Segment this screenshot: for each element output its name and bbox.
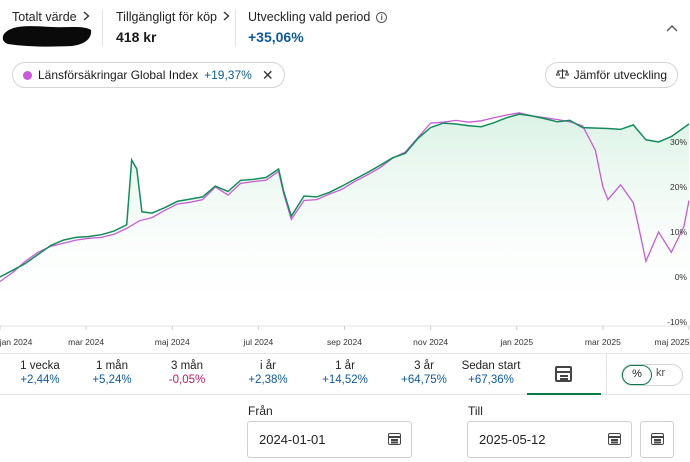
x-tick-label: maj 2024	[155, 337, 190, 347]
total-value-section[interactable]: Totalt värde	[12, 10, 90, 24]
chevron-right-icon	[83, 10, 90, 24]
unit-toggle[interactable]: % kr	[621, 364, 683, 386]
summary-header: Totalt värde Tillgängligt för köp 418 kr…	[0, 0, 690, 55]
x-tick-label: maj 2025	[655, 337, 690, 347]
available-label-text: Tillgängligt för köp	[116, 10, 217, 24]
performance-chart[interactable]: 30% 20% 10% 0% -10% jan 2024 mar 2024 maj 2024…	[0, 100, 690, 350]
chevron-right-icon	[223, 10, 230, 24]
development-label: Utveckling vald period	[248, 10, 371, 24]
from-label: Från	[248, 404, 273, 418]
available-label[interactable]: Tillgängligt för köp	[116, 10, 230, 24]
calendar-icon	[555, 366, 572, 382]
to-date-value: 2025-05-12	[479, 432, 546, 447]
to-date-field[interactable]: 2025-05-12	[467, 421, 632, 458]
calendar-icon[interactable]	[388, 433, 401, 445]
x-tick-label: jan 2024	[0, 337, 33, 347]
y-tick-label: 0%	[675, 272, 688, 282]
period-change: -0,05%	[168, 374, 206, 386]
close-icon[interactable]: ✕	[261, 66, 274, 83]
period-label: 1 mån	[96, 360, 128, 372]
y-tick-label: 30%	[670, 137, 687, 147]
x-tick-label: mar 2025	[585, 337, 621, 347]
compare-development-label: Jämför utveckling	[573, 68, 667, 82]
series-index-line	[0, 112, 690, 283]
period-option[interactable]: 1 vecka +2,44%	[0, 360, 80, 386]
calendar-icon	[651, 433, 664, 445]
period-option[interactable]: 1 år +14,52%	[305, 360, 385, 386]
series-color-dot	[23, 70, 32, 80]
period-option[interactable]: 3 år +64,75%	[384, 360, 464, 386]
period-label: 3 år	[414, 360, 434, 372]
period-change: +67,36%	[468, 374, 514, 386]
total-value-label-text: Totalt värde	[12, 10, 77, 24]
period-label: 3 mån	[171, 360, 203, 372]
header-divider	[102, 10, 103, 46]
calendar-icon[interactable]	[608, 433, 621, 445]
period-change: +2,38%	[248, 374, 288, 386]
comparison-index-change: +19,37%	[204, 68, 252, 82]
period-change: +2,44%	[20, 374, 60, 386]
redacted-total-value	[2, 26, 92, 47]
period-selector: 1 vecka +2,44% 1 mån +5,24% 3 mån -0,05% i år +…	[0, 353, 690, 395]
period-change: +14,52%	[322, 374, 368, 386]
to-date-picker-button[interactable]	[640, 421, 674, 458]
available-value: 418 kr	[116, 29, 157, 45]
x-tick-label: sep 2024	[327, 337, 362, 347]
to-label: Till	[468, 404, 483, 418]
currency-option[interactable]: kr	[656, 367, 666, 379]
period-label: 1 vecka	[20, 360, 60, 372]
percent-option[interactable]: %	[622, 365, 652, 385]
chevron-up-icon[interactable]	[666, 20, 678, 35]
unit-toggle-section: % kr	[606, 354, 690, 395]
info-icon[interactable]: i	[376, 11, 388, 23]
available-section[interactable]: Tillgängligt för köp 418 kr	[116, 10, 230, 45]
development-value: +35,06%	[248, 29, 304, 45]
period-change: +64,75%	[401, 374, 447, 386]
x-tick-label: jul 2024	[242, 337, 273, 347]
period-label: Sedan start	[461, 360, 521, 372]
series-portfolio-line	[0, 113, 690, 278]
x-tick-label: nov 2024	[413, 337, 448, 347]
from-date-value: 2024-01-01	[259, 432, 326, 447]
y-tick-label: 10%	[670, 227, 687, 237]
total-value-label[interactable]: Totalt värde	[12, 10, 90, 24]
from-date-field[interactable]: 2024-01-01	[247, 421, 412, 458]
period-label: i år	[260, 360, 276, 372]
period-option[interactable]: i år +2,38%	[228, 360, 308, 386]
custom-period-button[interactable]	[527, 354, 601, 395]
period-label: 1 år	[335, 360, 355, 372]
comparison-chip[interactable]: Länsförsäkringar Global Index +19,37% ✕	[12, 62, 285, 88]
x-tick-label: jan 2025	[499, 337, 533, 347]
scale-icon	[555, 68, 569, 82]
portfolio-area	[0, 114, 689, 326]
period-change: +5,24%	[92, 374, 132, 386]
compare-development-button[interactable]: Jämför utveckling	[544, 62, 678, 88]
comparison-index-name: Länsförsäkringar Global Index	[38, 68, 199, 82]
development-section: Utveckling vald period i +35,06%	[248, 10, 388, 45]
y-tick-label: -10%	[667, 317, 687, 327]
period-option[interactable]: Sedan start +67,36%	[451, 360, 531, 386]
header-divider	[235, 10, 236, 46]
x-tick-label: mar 2024	[68, 337, 104, 347]
period-option[interactable]: 1 mån +5,24%	[72, 360, 152, 386]
y-tick-label: 20%	[670, 182, 687, 192]
period-option[interactable]: 3 mån -0,05%	[147, 360, 227, 386]
